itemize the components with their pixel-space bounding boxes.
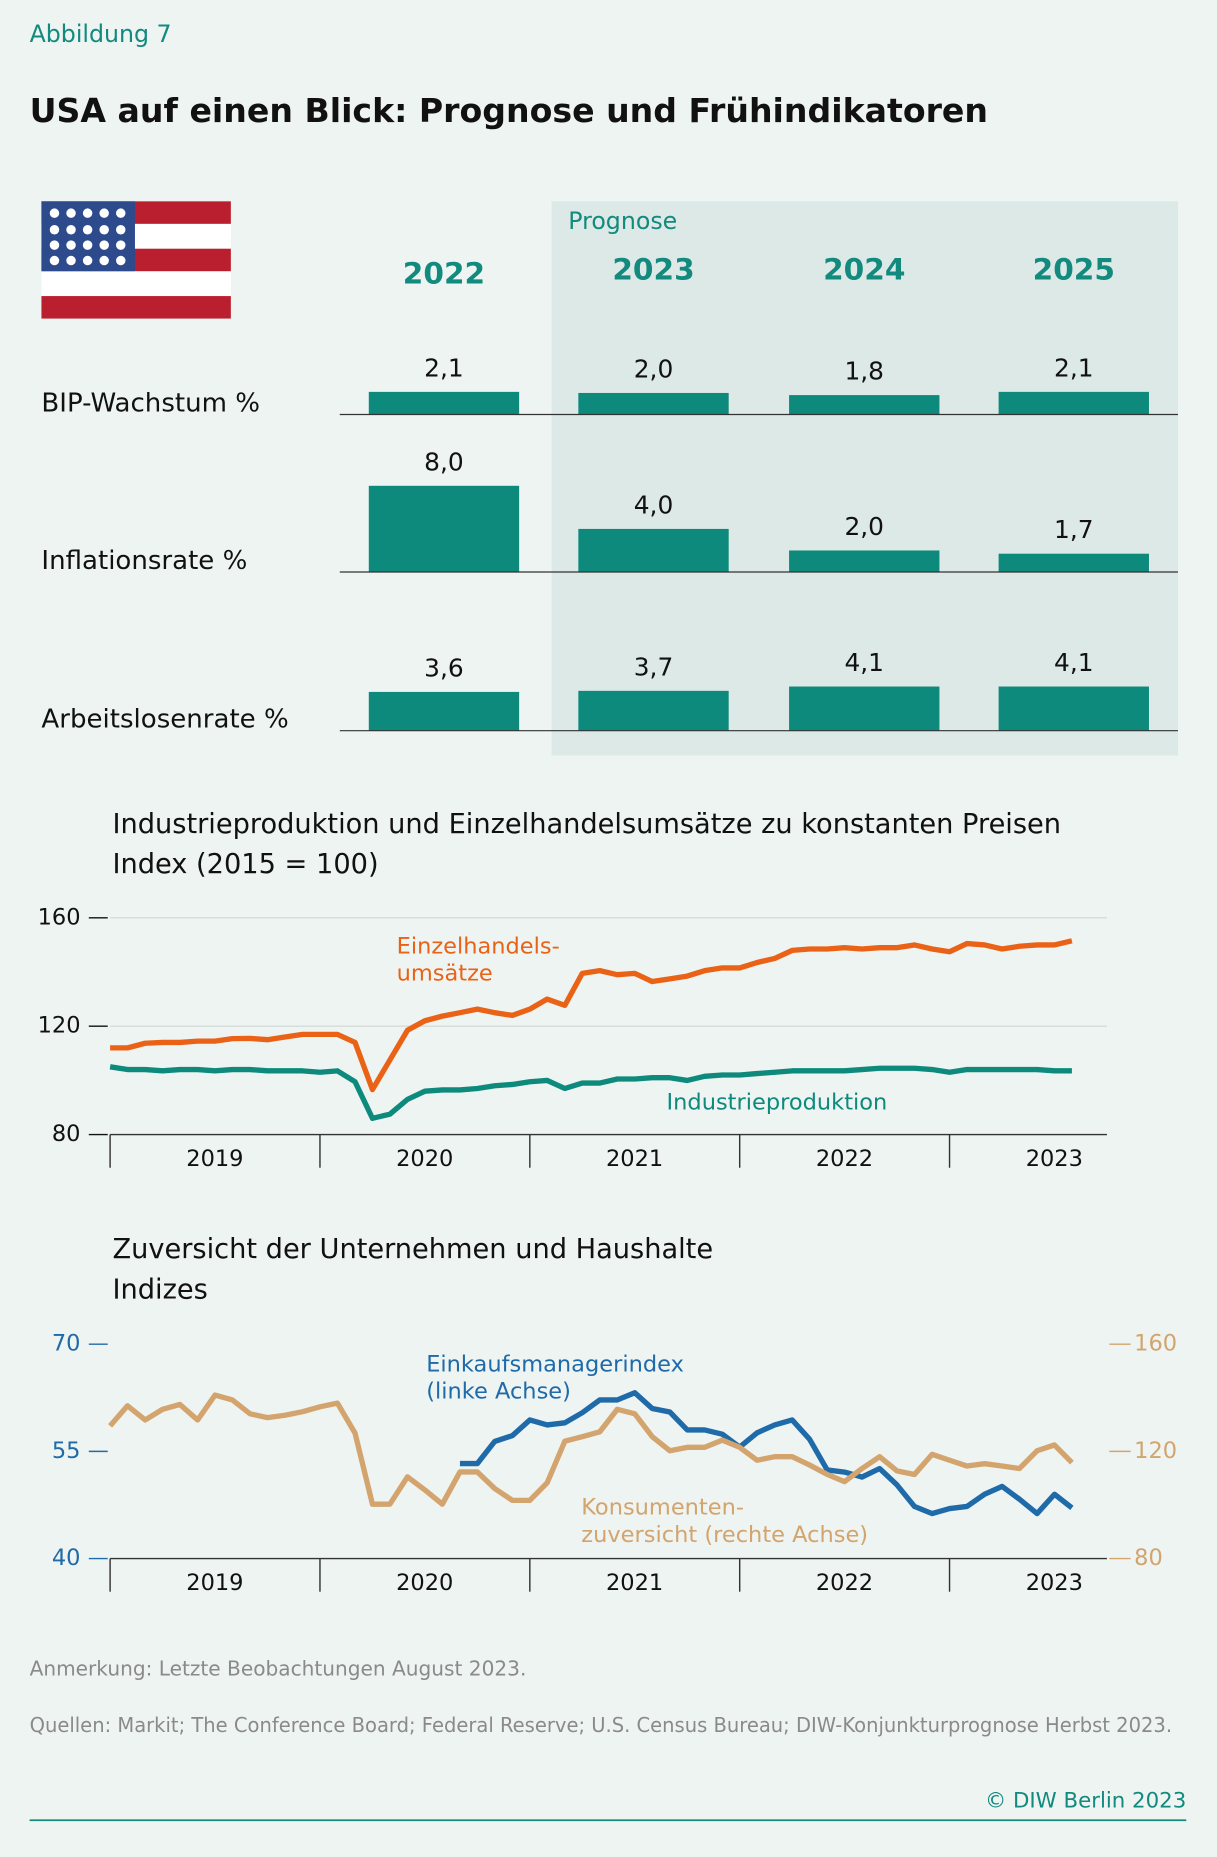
x-tick-label: 2022 (816, 1570, 873, 1596)
x-tick-label: 2023 (1026, 1570, 1083, 1596)
copyright: © DIW Berlin 2023 (985, 1788, 1186, 1813)
bar (789, 686, 940, 731)
row-label: BIP-Wachstum % (41, 388, 260, 418)
x-tick-label: 2022 (816, 1146, 873, 1172)
value-label: 1,8 (844, 357, 884, 386)
bar (789, 395, 940, 415)
x-tick-label: 2020 (396, 1146, 453, 1172)
value-label: 2,1 (424, 353, 464, 382)
column-header: 2025 (1033, 253, 1115, 287)
row-label: Arbeitslosenrate % (41, 705, 288, 735)
column-header: 2023 (612, 253, 694, 287)
chart-subtitle: Index (2015 = 100) (112, 849, 378, 880)
bar (368, 391, 520, 415)
us-flag (41, 201, 231, 319)
value-label: 3,6 (424, 653, 464, 682)
bar (789, 550, 940, 573)
chart-title: Industrieproduktion und Einzelhandelsums… (112, 809, 1061, 840)
x-tick-label: 2019 (186, 1570, 243, 1596)
y2-tick-label: 120 (1134, 1438, 1177, 1464)
value-label: 4,1 (844, 648, 884, 677)
y2-tick-label: 80 (1134, 1545, 1163, 1571)
note: Anmerkung: Letzte Beobachtungen August 2… (30, 1656, 527, 1680)
y-tick-label: 40 (52, 1545, 81, 1571)
x-tick-label: 2021 (606, 1146, 663, 1172)
value-label: 1,7 (1054, 515, 1094, 544)
column-header: 2024 (823, 253, 905, 287)
row-label: Inflationsrate % (41, 546, 247, 576)
value-label: 3,7 (634, 652, 674, 681)
series-label: Einkaufsmanagerindex (linke Achse) (426, 1351, 684, 1405)
value-label: 4,1 (1054, 648, 1094, 677)
bar (368, 691, 520, 731)
y-tick-label: 70 (52, 1331, 81, 1357)
x-tick-label: 2021 (606, 1570, 663, 1596)
series-label: Industrieproduktion (666, 1089, 888, 1116)
bar (998, 391, 1149, 415)
bar (578, 392, 729, 415)
y2-tick-label: 160 (1134, 1331, 1177, 1357)
forecast-shade (551, 201, 1178, 756)
bar (578, 528, 729, 573)
series-label: Konsumenten- zuversicht (rechte Achse) (581, 1494, 869, 1548)
y-tick-label: 160 (38, 904, 81, 930)
series-line (109, 1064, 1072, 1121)
value-label: 2,1 (1054, 353, 1094, 382)
series-line (108, 1392, 1074, 1507)
chart-subtitle: Indizes (112, 1274, 207, 1305)
forecast-label: Prognose (568, 207, 677, 235)
y-tick-label: 120 (38, 1013, 81, 1039)
value-label: 2,0 (634, 354, 674, 383)
value-label: 8,0 (424, 447, 464, 476)
series-line (110, 938, 1073, 1093)
bar (998, 553, 1149, 573)
bar (998, 686, 1149, 731)
value-label: 2,0 (844, 512, 884, 541)
y-tick-label: 55 (52, 1438, 81, 1464)
sources: Quellen: Markit; The Conference Board; F… (30, 1713, 1172, 1737)
series-label: Einzelhandels- umsätze (396, 933, 560, 987)
series-line (459, 1390, 1074, 1517)
value-label: 4,0 (634, 490, 674, 519)
figure-title: USA auf einen Blick: Prognose und Frühin… (30, 91, 988, 130)
x-tick-label: 2023 (1026, 1146, 1083, 1172)
chart-title: Zuversicht der Unternehmen und Haushalte (112, 1234, 713, 1265)
x-tick-label: 2019 (186, 1146, 243, 1172)
figure-label: Abbildung 7 (30, 20, 172, 48)
bar (368, 485, 520, 573)
x-tick-label: 2020 (396, 1570, 453, 1596)
bar (578, 690, 729, 731)
y-tick-label: 80 (52, 1121, 81, 1147)
column-header: 2022 (403, 256, 485, 290)
